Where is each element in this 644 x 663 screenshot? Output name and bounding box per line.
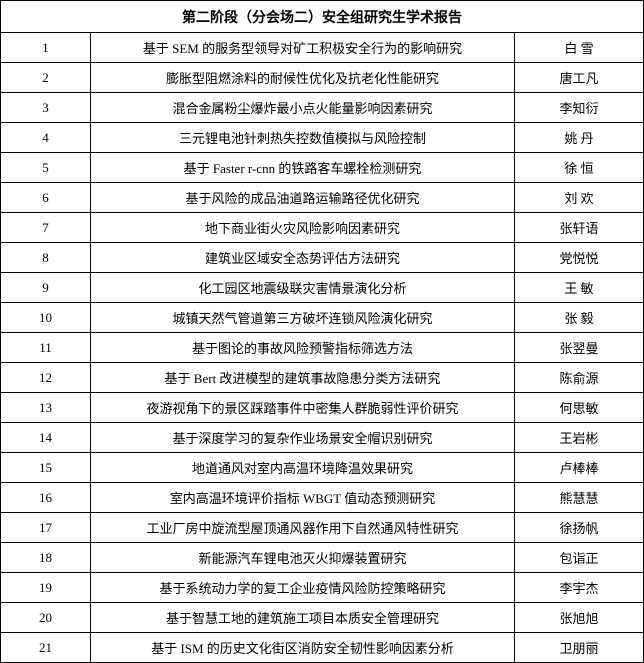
- report-title: 基于 ISM 的历史文化街区消防安全韧性影响因素分析: [90, 632, 515, 663]
- report-title: 基于图论的事故风险预警指标筛选方法: [90, 332, 515, 363]
- row-number: 12: [0, 362, 91, 393]
- presenter: 党悦悦: [513, 242, 644, 273]
- row-number: 5: [0, 152, 91, 183]
- report-title: 混合金属粉尘爆炸最小点火能量影响因素研究: [90, 92, 515, 123]
- presenter: 包诣正: [513, 542, 644, 573]
- report-title: 工业厂房中旋流型屋顶通风器作用下自然通风特性研究: [90, 512, 515, 543]
- table-row: 9 化工园区地震级联灾害情景演化分析王 敏: [0, 272, 644, 303]
- row-number: 21: [0, 632, 91, 663]
- presenter: 李知衍: [513, 92, 644, 123]
- row-number: 10: [0, 302, 91, 333]
- presenter: 王岩彬: [513, 422, 644, 453]
- presenter: 张旭旭: [513, 602, 644, 633]
- table-row: 2 膨胀型阻燃涂料的耐候性优化及抗老化性能研究 唐工凡: [0, 62, 644, 93]
- table-row: 19 基于系统动力学的复工企业疫情风险防控策略研究 李宇杰: [0, 572, 644, 603]
- table-row: 17 工业厂房中旋流型屋顶通风器作用下自然通风特性研究 徐扬帆: [0, 512, 644, 543]
- row-number: 4: [0, 122, 91, 153]
- report-title: 基于深度学习的复杂作业场景安全帽识别研究: [90, 422, 515, 453]
- row-number: 18: [0, 542, 91, 573]
- presenter: 徐扬帆: [513, 512, 644, 543]
- presenter: 徐 恒: [513, 152, 644, 183]
- report-title: 基于系统动力学的复工企业疫情风险防控策略研究: [90, 572, 515, 603]
- presenter: 卫朋丽: [513, 632, 644, 663]
- table-row: 3 混合金属粉尘爆炸最小点火能量影响因素研究 李知衍: [0, 92, 644, 123]
- table-title: 第二阶段（分会场二）安全组研究生学术报告: [0, 0, 644, 33]
- table-row: 12 基于 Bert 改进模型的建筑事故隐患分类方法研究 陈俞源: [0, 362, 644, 393]
- row-number: 2: [0, 62, 91, 93]
- table-row: 15 地道通风对室内高温环境降温效果研究 卢棒棒: [0, 452, 644, 483]
- table-row: 10 城镇天然气管道第三方破坏连锁风险演化研究张 毅: [0, 302, 644, 333]
- presenter: 熊慧慧: [513, 482, 644, 513]
- report-title: 基于智慧工地的建筑施工项目本质安全管理研究: [90, 602, 515, 633]
- presenter: 姚 丹: [513, 122, 644, 153]
- report-title: 基于 Bert 改进模型的建筑事故隐患分类方法研究: [90, 362, 515, 393]
- report-title: 新能源汽车锂电池灭火抑爆装置研究: [90, 542, 515, 573]
- row-number: 13: [0, 392, 91, 423]
- row-number: 16: [0, 482, 91, 513]
- report-title: 室内高温环境评价指标 WBGT 值动态预测研究: [90, 482, 515, 513]
- presenter: 陈俞源: [513, 362, 644, 393]
- row-number: 9: [0, 272, 91, 303]
- presenter: 张轩语: [513, 212, 644, 243]
- table-row: 1 基于 SEM 的服务型领导对矿工积极安全行为的影响研究白 雪: [0, 32, 644, 63]
- report-title: 基于 Faster r-cnn 的铁路客车螺栓检测研究: [90, 152, 515, 183]
- row-number: 6: [0, 182, 91, 213]
- row-number: 8: [0, 242, 91, 273]
- report-title: 膨胀型阻燃涂料的耐候性优化及抗老化性能研究: [90, 62, 515, 93]
- table-row: 13 夜游视角下的景区踩踏事件中密集人群脆弱性评价研究 何思敏: [0, 392, 644, 423]
- presenter: 王 敏: [513, 272, 644, 303]
- table-row: 11 基于图论的事故风险预警指标筛选方法 张翌曼: [0, 332, 644, 363]
- report-title: 三元锂电池针刺热失控数值模拟与风险控制: [90, 122, 515, 153]
- table-row: 20 基于智慧工地的建筑施工项目本质安全管理研究 张旭旭: [0, 602, 644, 633]
- table-row: 7 地下商业街火灾风险影响因素研究 张轩语: [0, 212, 644, 243]
- report-title: 夜游视角下的景区踩踏事件中密集人群脆弱性评价研究: [90, 392, 515, 423]
- report-title: 城镇天然气管道第三方破坏连锁风险演化研究: [90, 302, 515, 333]
- table-row: 14 基于深度学习的复杂作业场景安全帽识别研究 王岩彬: [0, 422, 644, 453]
- row-number: 17: [0, 512, 91, 543]
- table-row: 21 基于 ISM 的历史文化街区消防安全韧性影响因素分析 卫朋丽: [0, 632, 644, 663]
- presenter: 唐工凡: [513, 62, 644, 93]
- report-title: 地下商业街火灾风险影响因素研究: [90, 212, 515, 243]
- row-number: 14: [0, 422, 91, 453]
- presenter: 张翌曼: [513, 332, 644, 363]
- table-row: 6 基于风险的成品油道路运输路径优化研究刘 欢: [0, 182, 644, 213]
- row-number: 19: [0, 572, 91, 603]
- presenter: 张 毅: [513, 302, 644, 333]
- table-row: 5 基于 Faster r-cnn 的铁路客车螺栓检测研究徐 恒: [0, 152, 644, 183]
- presenter: 刘 欢: [513, 182, 644, 213]
- row-number: 11: [0, 332, 91, 363]
- presenter: 李宇杰: [513, 572, 644, 603]
- report-title: 化工园区地震级联灾害情景演化分析: [90, 272, 515, 303]
- row-number: 15: [0, 452, 91, 483]
- presenter: 卢棒棒: [513, 452, 644, 483]
- report-title: 地道通风对室内高温环境降温效果研究: [90, 452, 515, 483]
- presenter: 何思敏: [513, 392, 644, 423]
- table-row: 16 室内高温环境评价指标 WBGT 值动态预测研究 熊慧慧: [0, 482, 644, 513]
- row-number: 1: [0, 32, 91, 63]
- presenter: 白 雪: [513, 32, 644, 63]
- report-title: 基于 SEM 的服务型领导对矿工积极安全行为的影响研究: [90, 32, 515, 63]
- row-number: 3: [0, 92, 91, 123]
- title-row: 第二阶段（分会场二）安全组研究生学术报告: [0, 0, 644, 33]
- table-row: 8 建筑业区域安全态势评估方法研究 党悦悦: [0, 242, 644, 273]
- table-row: 18 新能源汽车锂电池灭火抑爆装置研究 包诣正: [0, 542, 644, 573]
- report-title: 建筑业区域安全态势评估方法研究: [90, 242, 515, 273]
- table-body: 1 基于 SEM 的服务型领导对矿工积极安全行为的影响研究白 雪 2 膨胀型阻燃涂料的…: [0, 32, 644, 663]
- report-title: 基于风险的成品油道路运输路径优化研究: [90, 182, 515, 213]
- row-number: 20: [0, 602, 91, 633]
- row-number: 7: [0, 212, 91, 243]
- table-row: 4 三元锂电池针刺热失控数值模拟与风险控制姚 丹: [0, 122, 644, 153]
